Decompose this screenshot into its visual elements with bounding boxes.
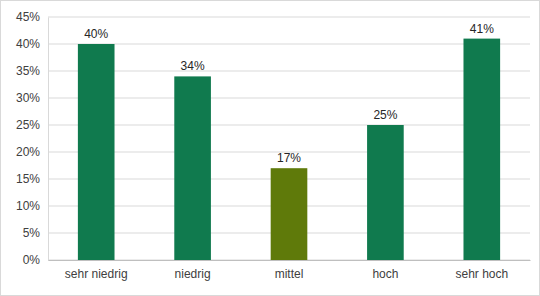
bar [78,44,115,260]
x-tick: sehr niedrig [65,260,128,281]
grid [48,17,530,260]
grid-line [48,71,530,72]
chart: 0% 5% 10% 15% 20% 25% 30% 35% 40% 45% sehr niedrig… [0,0,540,296]
y-tick: 40% [16,37,48,51]
x-tick-label: mittel [275,267,304,281]
x-tick-label: sehr hoch [455,267,508,281]
y-tick-label: 30% [16,91,40,105]
x-axis: sehr niedrig niedrig mittel hoch sehr hoch [49,260,531,281]
y-tick-label: 45% [16,10,40,24]
x-tick-label: sehr niedrig [65,267,128,281]
data-label: 34% [181,59,205,73]
data-labels: 40% 34% 17% 25% 41% [84,22,494,166]
bar [367,125,404,260]
grid-line [48,17,530,18]
y-tick: 25% [16,118,48,132]
x-tick: mittel [275,260,304,281]
y-tick: 30% [16,91,48,105]
y-tick: 20% [16,145,48,159]
grid-line [48,98,530,99]
grid-line [48,44,530,45]
y-tick: 45% [16,10,48,24]
bar [174,76,211,260]
y-tick: 0% [23,253,48,267]
x-tick: niedrig [175,260,211,281]
data-label: 41% [470,22,494,36]
bars [78,39,500,260]
y-tick-label: 40% [16,37,40,51]
bar [271,168,308,260]
y-tick-label: 15% [16,172,40,186]
y-axis-line [48,18,49,261]
y-tick: 15% [16,172,48,186]
y-tick: 35% [16,64,48,78]
y-tick-label: 0% [23,253,41,267]
y-tick-label: 10% [16,199,40,213]
y-tick: 10% [16,199,48,213]
bar [463,39,500,260]
y-tick-label: 5% [23,226,41,240]
x-tick-label: niedrig [175,267,211,281]
x-axis-line [49,260,531,261]
data-label: 25% [373,108,397,122]
plot: 0% 5% 10% 15% 20% 25% 30% 35% 40% 45% sehr niedrig… [16,10,531,280]
x-tick-label: hoch [372,267,398,281]
x-tick: sehr hoch [455,260,508,281]
x-tick: hoch [372,260,398,281]
y-tick-label: 35% [16,64,40,78]
grid-line [48,125,530,126]
data-label: 40% [84,27,108,41]
y-tick-label: 20% [16,145,40,159]
chart-frame [1,1,540,296]
y-tick-label: 25% [16,118,40,132]
y-axis: 0% 5% 10% 15% 20% 25% 30% 35% 40% 45% [16,10,49,267]
data-label: 17% [277,151,301,165]
y-tick: 5% [23,226,48,240]
